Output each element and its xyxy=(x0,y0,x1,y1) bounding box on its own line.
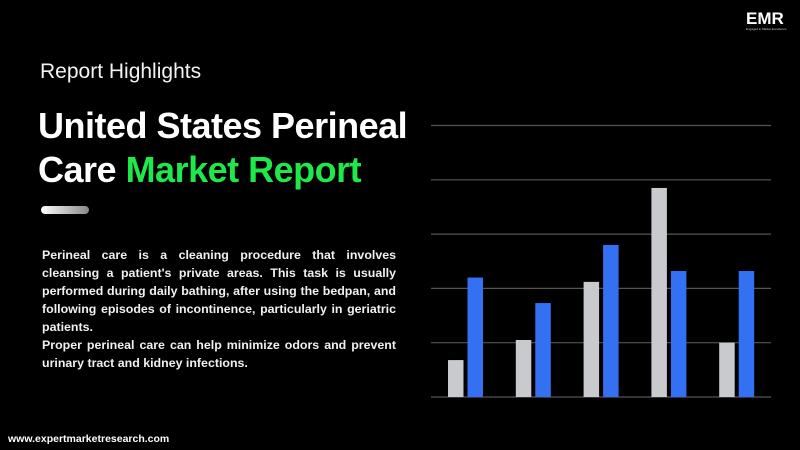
bar-series-2-group-5 xyxy=(738,271,755,397)
description-paragraph-1: Perineal care is a cleaning procedure th… xyxy=(42,248,396,334)
website-link[interactable]: www.expertmarketresearch.com xyxy=(8,433,170,445)
decorative-divider xyxy=(41,206,89,214)
bar-series-1-group-4 xyxy=(651,187,667,397)
page-title: United States Perineal Care Market Repor… xyxy=(38,104,408,192)
bar-series-1-group-1 xyxy=(448,360,464,397)
report-subtitle: Report Highlights xyxy=(40,60,202,83)
title-line-2: Care Market Report xyxy=(38,148,407,192)
bar-series-2-group-2 xyxy=(535,303,551,397)
description-paragraph-2: Proper perineal care can help minimize o… xyxy=(42,338,396,370)
bar-series-1-group-3 xyxy=(583,281,600,397)
title-line-1: United States Perineal xyxy=(38,105,408,146)
bar-series-2-group-4 xyxy=(670,271,687,397)
bar-series-1-group-2 xyxy=(515,339,532,397)
bar-series-2-group-1 xyxy=(467,277,483,397)
logo-text: EMR xyxy=(746,9,784,28)
title-green-part: Market Report xyxy=(125,149,362,190)
emr-logo: EMR Engaged in Market Excellence xyxy=(740,6,790,34)
title-white-part: Care xyxy=(38,149,126,190)
bar-series-1-group-5 xyxy=(719,342,735,397)
logo-tagline: Engaged in Market Excellence xyxy=(746,27,787,31)
bar-series-2-group-3 xyxy=(603,244,619,397)
